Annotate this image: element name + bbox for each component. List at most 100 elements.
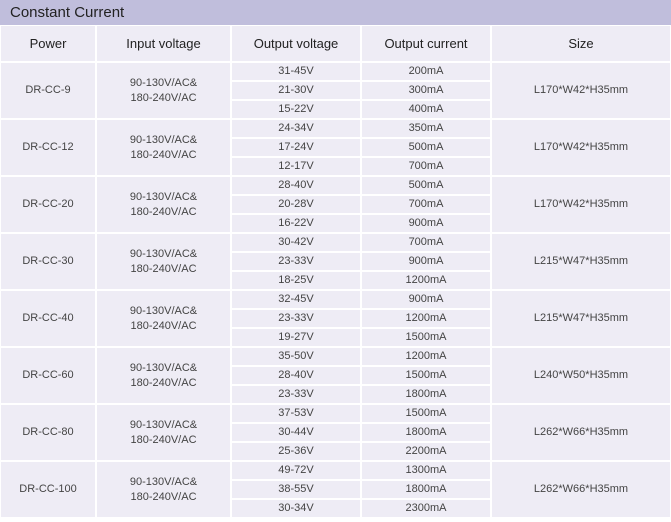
output-row: 18-25V1200mA [231,271,491,290]
cell-input: 90-130V/AC& 180-240V/AC [96,119,231,176]
cell-output-current: 300mA [361,81,491,100]
cell-output-current: 1800mA [361,480,491,499]
table-row: DR-CC-4090-130V/AC& 180-240V/AC32-45V900… [0,290,671,347]
cell-output-current: 200mA [361,62,491,81]
cell-output-current: 700mA [361,233,491,252]
cell-output-voltage: 25-36V [231,442,361,461]
cell-output-voltage: 30-34V [231,499,361,518]
cell-output-current: 2300mA [361,499,491,518]
table-header-row: Power Input voltage Output voltage Outpu… [0,25,671,62]
cell-outputs: 32-45V900mA23-33V1200mA19-27V1500mA [231,290,491,347]
cell-output-current: 1200mA [361,347,491,366]
output-row: 15-22V400mA [231,100,491,119]
cell-power: DR-CC-12 [0,119,96,176]
cell-output-voltage: 16-22V [231,214,361,233]
cell-output-current: 700mA [361,157,491,176]
cell-size: L262*W66*H35mm [491,461,671,518]
header-output-voltage: Output voltage [231,25,361,62]
cell-output-voltage: 31-45V [231,62,361,81]
cell-power: DR-CC-60 [0,347,96,404]
cell-output-current: 1300mA [361,461,491,480]
cell-power: DR-CC-9 [0,62,96,119]
cell-input: 90-130V/AC& 180-240V/AC [96,176,231,233]
cell-output-voltage: 20-28V [231,195,361,214]
cell-outputs: 37-53V1500mA30-44V1800mA25-36V2200mA [231,404,491,461]
cell-output-voltage: 18-25V [231,271,361,290]
output-row: 28-40V500mA [231,176,491,195]
cell-power: DR-CC-30 [0,233,96,290]
output-row: 17-24V500mA [231,138,491,157]
header-output-current: Output current [361,25,491,62]
output-row: 24-34V350mA [231,119,491,138]
output-row: 21-30V300mA [231,81,491,100]
cell-output-voltage: 23-33V [231,252,361,271]
cell-output-current: 2200mA [361,442,491,461]
output-row: 31-45V200mA [231,62,491,81]
table-area: Power Input voltage Output voltage Outpu… [0,25,671,518]
table-row: DR-CC-8090-130V/AC& 180-240V/AC37-53V150… [0,404,671,461]
cell-output-voltage: 49-72V [231,461,361,480]
cell-outputs: 28-40V500mA20-28V700mA16-22V900mA [231,176,491,233]
cell-output-current: 700mA [361,195,491,214]
cell-power: DR-CC-100 [0,461,96,518]
cell-output-current: 1200mA [361,309,491,328]
cell-output-voltage: 28-40V [231,366,361,385]
cell-outputs: 30-42V700mA23-33V900mA18-25V1200mA [231,233,491,290]
output-row: 49-72V1300mA [231,461,491,480]
output-row: 30-44V1800mA [231,423,491,442]
table-row: DR-CC-6090-130V/AC& 180-240V/AC35-50V120… [0,347,671,404]
cell-output-voltage: 38-55V [231,480,361,499]
cell-output-current: 1500mA [361,328,491,347]
header-power: Power [0,25,96,62]
output-row: 23-33V900mA [231,252,491,271]
cell-power: DR-CC-40 [0,290,96,347]
output-row: 23-33V1200mA [231,309,491,328]
output-row: 28-40V1500mA [231,366,491,385]
output-row: 32-45V900mA [231,290,491,309]
cell-output-current: 500mA [361,176,491,195]
table-row: DR-CC-990-130V/AC& 180-240V/AC31-45V200m… [0,62,671,119]
cell-size: L170*W42*H35mm [491,62,671,119]
table-row: DR-CC-1290-130V/AC& 180-240V/AC24-34V350… [0,119,671,176]
cell-output-voltage: 23-33V [231,309,361,328]
cell-output-current: 1500mA [361,404,491,423]
cell-input: 90-130V/AC& 180-240V/AC [96,62,231,119]
cell-output-voltage: 21-30V [231,81,361,100]
cell-output-current: 1800mA [361,385,491,404]
cell-size: L215*W47*H35mm [491,290,671,347]
cell-size: L240*W50*H35mm [491,347,671,404]
output-row: 25-36V2200mA [231,442,491,461]
output-row: 19-27V1500mA [231,328,491,347]
table-row: DR-CC-2090-130V/AC& 180-240V/AC28-40V500… [0,176,671,233]
cell-input: 90-130V/AC& 180-240V/AC [96,404,231,461]
output-row: 35-50V1200mA [231,347,491,366]
cell-output-current: 900mA [361,252,491,271]
cell-size: L262*W66*H35mm [491,404,671,461]
cell-output-current: 1200mA [361,271,491,290]
cell-output-current: 900mA [361,290,491,309]
cell-output-voltage: 19-27V [231,328,361,347]
header-input: Input voltage [96,25,231,62]
cell-output-current: 1800mA [361,423,491,442]
cell-output-current: 900mA [361,214,491,233]
cell-power: DR-CC-20 [0,176,96,233]
output-row: 38-55V1800mA [231,480,491,499]
output-row: 23-33V1800mA [231,385,491,404]
cell-output-voltage: 37-53V [231,404,361,423]
cell-output-current: 500mA [361,138,491,157]
output-row: 37-53V1500mA [231,404,491,423]
cell-input: 90-130V/AC& 180-240V/AC [96,461,231,518]
cell-input: 90-130V/AC& 180-240V/AC [96,233,231,290]
table-row: DR-CC-10090-130V/AC& 180-240V/AC49-72V13… [0,461,671,518]
output-row: 16-22V900mA [231,214,491,233]
table-title: Constant Current [0,0,671,25]
cell-input: 90-130V/AC& 180-240V/AC [96,290,231,347]
table-wrapper: Constant Current Power Input voltage Out… [0,0,671,518]
header-size: Size [491,25,671,62]
cell-output-voltage: 24-34V [231,119,361,138]
cell-output-voltage: 28-40V [231,176,361,195]
cell-outputs: 49-72V1300mA38-55V1800mA30-34V2300mA [231,461,491,518]
cell-size: L170*W42*H35mm [491,176,671,233]
cell-output-voltage: 17-24V [231,138,361,157]
cell-output-voltage: 30-44V [231,423,361,442]
